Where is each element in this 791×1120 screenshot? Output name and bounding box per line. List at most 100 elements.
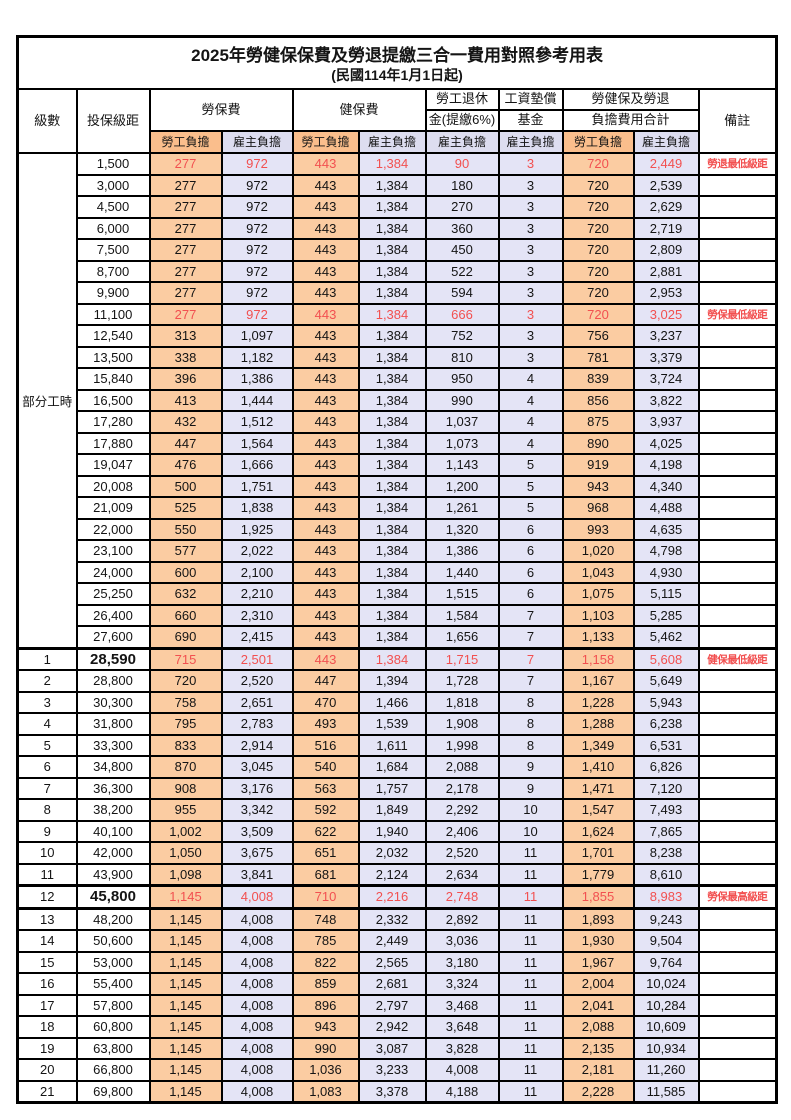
cell-health-employer: 3,233 — [357, 1058, 427, 1082]
cell-wagefund-employer: 11 — [497, 929, 564, 953]
col-header-total-line2: 負擔費用合計 — [561, 109, 700, 132]
cell-health-employee: 443 — [291, 582, 360, 606]
cell-level: 17 — [16, 993, 78, 1017]
cell-level: 2 — [16, 669, 78, 693]
cell-pension-employer: 1,440 — [424, 560, 500, 584]
cell-wagefund-employer: 5 — [497, 496, 564, 520]
cell-health-employer: 1,384 — [357, 238, 427, 262]
cell-health-employer: 2,032 — [357, 841, 427, 865]
cell-salary: 17,280 — [75, 410, 151, 434]
cell-salary: 25,250 — [75, 582, 151, 606]
cell-labor-employer: 972 — [220, 259, 294, 283]
cell-salary: 27,600 — [75, 625, 151, 649]
cell-salary: 45,800 — [75, 884, 151, 909]
cell-pension-employer: 752 — [424, 324, 500, 348]
cell-note — [697, 1036, 778, 1060]
cell-salary: 66,800 — [75, 1058, 151, 1082]
cell-pension-employer: 3,648 — [424, 1015, 500, 1039]
cell-note — [697, 431, 778, 455]
cell-health-employer: 1,384 — [357, 195, 427, 219]
table-row: 12,540 313 1,097 443 1,384 752 3 756 3,237 — [18, 324, 778, 348]
cell-note — [697, 972, 778, 996]
cell-health-employer: 1,384 — [357, 388, 427, 412]
cell-total-employee: 2,181 — [561, 1058, 635, 1082]
cell-total-employee: 839 — [561, 367, 635, 391]
cell-pension-employer: 990 — [424, 388, 500, 412]
cell-health-employer: 1,384 — [357, 474, 427, 498]
cell-labor-employee: 525 — [148, 496, 223, 520]
cell-salary: 3,000 — [75, 173, 151, 197]
cell-health-employee: 622 — [291, 819, 360, 843]
cell-total-employer: 2,809 — [632, 238, 700, 262]
cell-health-employer: 3,378 — [357, 1079, 427, 1104]
cell-total-employer: 2,449 — [632, 152, 700, 176]
cell-salary: 26,400 — [75, 603, 151, 627]
cell-health-employee: 681 — [291, 862, 360, 887]
subheader-total-employee: 勞工負擔 — [561, 130, 635, 154]
cell-health-employer: 1,940 — [357, 819, 427, 843]
cell-total-employer: 4,798 — [632, 539, 700, 563]
cell-salary: 30,300 — [75, 690, 151, 714]
cell-wagefund-employer: 6 — [497, 539, 564, 563]
cell-health-employer: 1,384 — [357, 410, 427, 434]
cell-wagefund-employer: 7 — [497, 603, 564, 627]
cell-total-employee: 1,701 — [561, 841, 635, 865]
cell-pension-employer: 2,088 — [424, 755, 500, 779]
cell-wagefund-employer: 3 — [497, 281, 564, 305]
cell-health-employer: 1,384 — [357, 152, 427, 176]
cell-note — [697, 410, 778, 434]
cell-labor-employee: 1,098 — [148, 862, 223, 887]
cell-level: 18 — [16, 1015, 78, 1039]
cell-wagefund-employer: 3 — [497, 195, 564, 219]
cell-level: 6 — [16, 755, 78, 779]
cell-wagefund-employer: 4 — [497, 431, 564, 455]
cell-pension-employer: 1,037 — [424, 410, 500, 434]
cell-labor-employer: 972 — [220, 216, 294, 240]
cell-health-employer: 1,384 — [357, 496, 427, 520]
cell-level: 20 — [16, 1058, 78, 1082]
cell-note — [697, 517, 778, 541]
cell-total-employee: 720 — [561, 238, 635, 262]
cell-pension-employer: 1,320 — [424, 517, 500, 541]
cell-labor-employee: 955 — [148, 798, 223, 822]
cell-level: 8 — [16, 798, 78, 822]
cell-wagefund-employer: 11 — [497, 1015, 564, 1039]
cell-total-employee: 1,547 — [561, 798, 635, 822]
cell-wagefund-employer: 9 — [497, 776, 564, 800]
cell-note — [697, 755, 778, 779]
cell-total-employee: 1,020 — [561, 539, 635, 563]
table-row: 19,047 476 1,666 443 1,384 1,143 5 919 4,198 — [18, 453, 778, 477]
table-row: 9,900 277 972 443 1,384 594 3 720 2,953 — [18, 281, 778, 305]
cell-health-employee: 443 — [291, 302, 360, 326]
cell-wagefund-employer: 11 — [497, 862, 564, 887]
cell-labor-employer: 2,651 — [220, 690, 294, 714]
cell-total-employer: 5,649 — [632, 669, 700, 693]
cell-health-employer: 1,394 — [357, 669, 427, 693]
cell-total-employer: 4,340 — [632, 474, 700, 498]
col-header-total-line1: 勞健保及勞退 — [561, 88, 700, 111]
cell-labor-employee: 758 — [148, 690, 223, 714]
cell-labor-employee: 715 — [148, 646, 223, 671]
cell-total-employer: 2,881 — [632, 259, 700, 283]
cell-total-employee: 1,133 — [561, 625, 635, 649]
table-row: 8 38,200 955 3,342 592 1,849 2,292 10 1,547 7,493 — [16, 798, 778, 822]
cell-salary: 43,900 — [75, 862, 151, 887]
cell-total-employee: 2,041 — [561, 993, 635, 1017]
cell-note — [697, 862, 778, 887]
cell-labor-employee: 277 — [148, 152, 223, 176]
cell-total-employer: 5,943 — [632, 690, 700, 714]
cell-health-employee: 443 — [291, 173, 360, 197]
cell-health-employee: 443 — [291, 517, 360, 541]
cell-total-employee: 1,349 — [561, 733, 635, 757]
cell-note: 健保最低級距 — [697, 646, 778, 671]
cell-total-employee: 1,893 — [561, 906, 635, 931]
cell-total-employer: 8,983 — [632, 884, 700, 909]
cell-salary: 20,008 — [75, 474, 151, 498]
cell-labor-employer: 2,100 — [220, 560, 294, 584]
cell-note — [697, 712, 778, 736]
cell-total-employee: 720 — [561, 259, 635, 283]
cell-labor-employer: 3,045 — [220, 755, 294, 779]
cell-labor-employee: 1,145 — [148, 972, 223, 996]
table-row: 24,000 600 2,100 443 1,384 1,440 6 1,043 4,930 — [18, 560, 778, 584]
cell-total-employee: 2,135 — [561, 1036, 635, 1060]
